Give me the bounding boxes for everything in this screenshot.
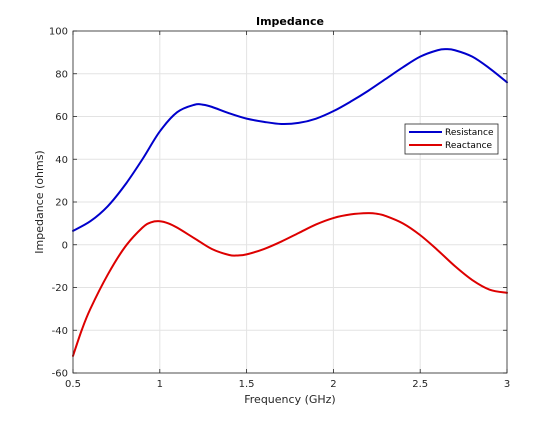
x-tick-label: 3 xyxy=(504,379,510,390)
x-tick-label: 2.5 xyxy=(412,379,428,390)
y-tick-label: 80 xyxy=(55,69,68,80)
series-line-resistance xyxy=(72,48,508,232)
y-tick-label: 40 xyxy=(55,155,68,166)
x-tick-label: 0.5 xyxy=(65,379,81,390)
y-tick-label: 20 xyxy=(55,198,68,209)
y-axis-title: Impedance (ohms) xyxy=(33,150,46,253)
legend: Resistance Reactance xyxy=(404,123,499,155)
legend-label-resistance: Resistance xyxy=(445,128,494,138)
y-tick-label: -60 xyxy=(52,369,68,380)
x-tick-label: 1 xyxy=(157,379,163,390)
chart-title: Impedance xyxy=(256,15,324,28)
x-tick-label: 2 xyxy=(330,379,336,390)
y-tick-label: 0 xyxy=(62,240,68,251)
x-tick-label: 1.5 xyxy=(239,379,255,390)
y-tick-label: 100 xyxy=(49,27,68,38)
x-axis-title: Frequency (GHz) xyxy=(244,393,335,406)
legend-box xyxy=(404,123,499,155)
y-tick-label: 60 xyxy=(55,112,68,123)
series-lines xyxy=(72,48,508,357)
legend-label-reactance: Reactance xyxy=(445,141,493,151)
axis-ticks: 0.5 1 1.5 2 2.5 3 -60 -40 -20 0 20 40 60 80 100 xyxy=(49,27,510,391)
y-tick-label: -20 xyxy=(52,283,68,294)
series-line-reactance xyxy=(72,212,508,357)
y-tick-label: -40 xyxy=(52,326,68,337)
